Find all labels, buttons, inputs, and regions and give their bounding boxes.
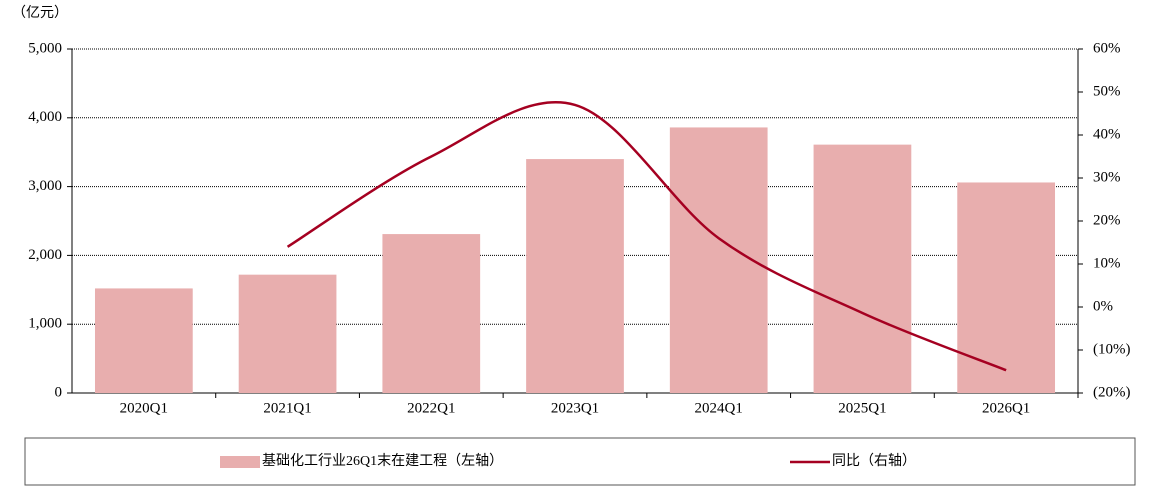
bar <box>238 274 337 393</box>
bar <box>957 182 1056 393</box>
y-unit-label: （亿元） <box>12 5 68 21</box>
y-tick-label: 3,000 <box>28 178 62 194</box>
x-tick-label: 2021Q1 <box>263 400 311 416</box>
y-tick-label: 2,000 <box>28 247 62 263</box>
y-tick-label: 1,000 <box>28 316 62 332</box>
bar <box>382 234 481 393</box>
legend-box <box>24 437 1136 486</box>
line <box>286 101 1007 372</box>
y2-tick-label: (20%) <box>1093 384 1131 400</box>
y2-tick-label: 50% <box>1093 83 1121 99</box>
x-tick-label: 2026Q1 <box>982 400 1030 416</box>
x-tick-label: 2024Q1 <box>695 400 743 416</box>
bar <box>94 288 193 393</box>
y-tick-label: 4,000 <box>28 109 62 125</box>
x-tick-label: 2023Q1 <box>551 400 599 416</box>
x-tick-label: 2020Q1 <box>120 400 168 416</box>
legend-label: 基础化工行业26Q1末在建工程（左轴） <box>262 452 503 469</box>
x-tick-label: 2025Q1 <box>838 400 886 416</box>
bar <box>526 159 624 393</box>
y-tick-label: 0 <box>55 384 63 400</box>
x-tick-label: 2022Q1 <box>407 400 455 416</box>
legend-swatch <box>220 456 260 468</box>
y2-tick-label: (10%) <box>1093 341 1131 357</box>
y2-tick-label: 20% <box>1093 212 1121 228</box>
y2-tick-label: 0% <box>1093 298 1113 314</box>
y2-tick-label: 30% <box>1093 169 1121 185</box>
y2-tick-label: 10% <box>1093 255 1121 271</box>
legend-label: 同比（右轴） <box>832 453 916 469</box>
bar <box>813 144 912 393</box>
y-tick-label: 5,000 <box>28 40 62 56</box>
y2-tick-label: 40% <box>1093 126 1121 142</box>
y2-tick-label: 60% <box>1093 40 1121 56</box>
